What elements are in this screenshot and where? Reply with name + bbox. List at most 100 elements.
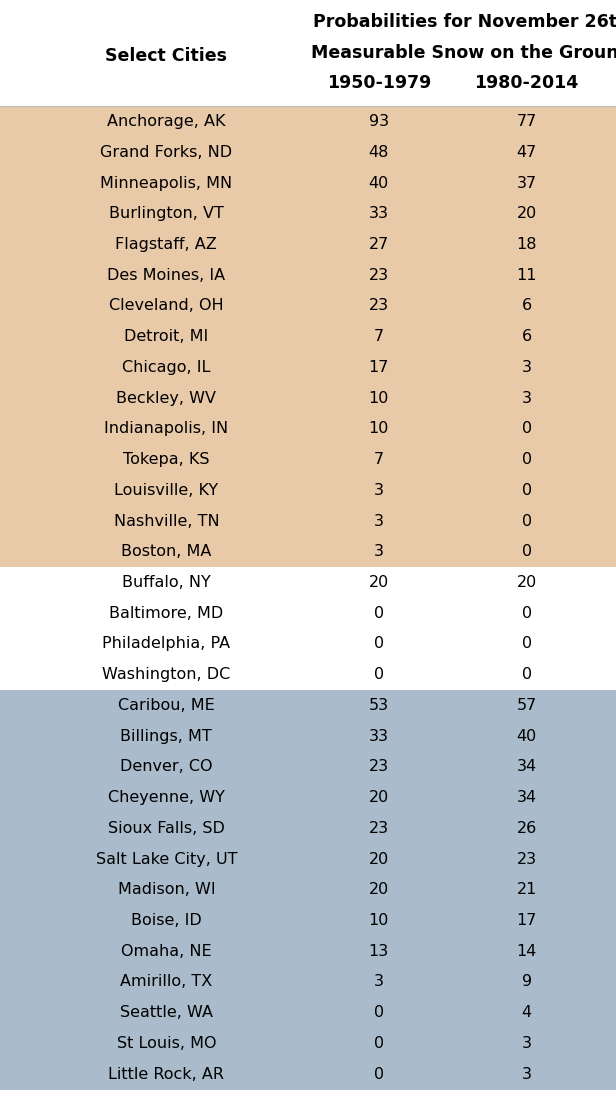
Text: Buffalo, NY: Buffalo, NY [122, 575, 211, 590]
Text: Burlington, VT: Burlington, VT [109, 206, 224, 221]
Text: 77: 77 [517, 114, 537, 129]
Text: 23: 23 [369, 299, 389, 313]
FancyBboxPatch shape [0, 659, 616, 690]
Text: 14: 14 [516, 944, 537, 959]
Text: Baltimore, MD: Baltimore, MD [109, 606, 224, 621]
FancyBboxPatch shape [0, 506, 616, 537]
Text: 3: 3 [374, 514, 384, 529]
Text: 20: 20 [517, 575, 537, 590]
Text: Des Moines, IA: Des Moines, IA [107, 267, 225, 283]
FancyBboxPatch shape [0, 598, 616, 629]
Text: Select Cities: Select Cities [105, 47, 227, 65]
Text: 23: 23 [369, 267, 389, 283]
FancyBboxPatch shape [0, 475, 616, 506]
FancyBboxPatch shape [0, 690, 616, 721]
Text: 34: 34 [517, 791, 537, 805]
FancyBboxPatch shape [0, 414, 616, 445]
Text: 6: 6 [522, 330, 532, 344]
Text: 93: 93 [369, 114, 389, 129]
Text: 34: 34 [517, 759, 537, 774]
Text: 40: 40 [369, 175, 389, 191]
FancyBboxPatch shape [0, 967, 616, 998]
FancyBboxPatch shape [0, 567, 616, 598]
Text: 57: 57 [517, 698, 537, 713]
Text: 10: 10 [368, 391, 389, 405]
Text: Cleveland, OH: Cleveland, OH [109, 299, 224, 313]
Text: 0: 0 [522, 636, 532, 652]
Text: 6: 6 [522, 299, 532, 313]
Text: Denver, CO: Denver, CO [120, 759, 213, 774]
FancyBboxPatch shape [0, 537, 616, 567]
Text: 10: 10 [368, 422, 389, 437]
Text: 26: 26 [517, 821, 537, 835]
Text: 3: 3 [374, 544, 384, 560]
Text: 0: 0 [522, 544, 532, 560]
Text: 3: 3 [522, 360, 532, 374]
Text: Minneapolis, MN: Minneapolis, MN [100, 175, 232, 191]
Text: 0: 0 [374, 1036, 384, 1051]
Text: Tokepa, KS: Tokepa, KS [123, 452, 209, 468]
Text: Billings, MT: Billings, MT [121, 728, 212, 744]
Text: Probabilities for November 26th: Probabilities for November 26th [313, 13, 616, 32]
Text: Caribou, ME: Caribou, ME [118, 698, 215, 713]
FancyBboxPatch shape [0, 198, 616, 229]
Text: 3: 3 [522, 391, 532, 405]
FancyBboxPatch shape [0, 782, 616, 812]
FancyBboxPatch shape [0, 629, 616, 659]
Text: 7: 7 [374, 452, 384, 468]
Text: 3: 3 [374, 975, 384, 990]
FancyBboxPatch shape [0, 936, 616, 967]
Text: 0: 0 [374, 667, 384, 682]
Text: 0: 0 [522, 606, 532, 621]
Text: 17: 17 [368, 360, 389, 374]
Text: 20: 20 [369, 791, 389, 805]
Text: Salt Lake City, UT: Salt Lake City, UT [95, 852, 237, 866]
Text: Cheyenne, WY: Cheyenne, WY [108, 791, 225, 805]
Text: 37: 37 [517, 175, 537, 191]
Text: 23: 23 [517, 852, 537, 866]
FancyBboxPatch shape [0, 168, 616, 198]
Text: 0: 0 [522, 514, 532, 529]
Text: 33: 33 [369, 206, 389, 221]
Text: 3: 3 [374, 483, 384, 498]
Text: 4: 4 [522, 1005, 532, 1021]
Text: 0: 0 [522, 452, 532, 468]
FancyBboxPatch shape [0, 290, 616, 321]
Text: 10: 10 [368, 913, 389, 929]
Text: Nashville, TN: Nashville, TN [113, 514, 219, 529]
Text: 3: 3 [522, 1036, 532, 1051]
Text: 0: 0 [374, 1005, 384, 1021]
Text: 0: 0 [522, 667, 532, 682]
FancyBboxPatch shape [0, 321, 616, 353]
FancyBboxPatch shape [0, 353, 616, 383]
Text: 1980-2014: 1980-2014 [474, 74, 579, 92]
FancyBboxPatch shape [0, 906, 616, 936]
Text: Philadelphia, PA: Philadelphia, PA [102, 636, 230, 652]
Text: 40: 40 [517, 728, 537, 744]
Text: 53: 53 [369, 698, 389, 713]
Text: Chicago, IL: Chicago, IL [122, 360, 211, 374]
FancyBboxPatch shape [0, 1059, 616, 1090]
Text: Indianapolis, IN: Indianapolis, IN [104, 422, 229, 437]
Text: Boston, MA: Boston, MA [121, 544, 211, 560]
Text: Measurable Snow on the Ground: Measurable Snow on the Ground [311, 44, 616, 61]
Text: 9: 9 [522, 975, 532, 990]
FancyBboxPatch shape [0, 229, 616, 260]
Text: 47: 47 [517, 145, 537, 160]
Text: 18: 18 [516, 237, 537, 252]
Text: 11: 11 [516, 267, 537, 283]
Text: 20: 20 [369, 852, 389, 866]
FancyBboxPatch shape [0, 875, 616, 906]
FancyBboxPatch shape [0, 812, 616, 843]
FancyBboxPatch shape [0, 445, 616, 475]
Text: 13: 13 [369, 944, 389, 959]
Text: 3: 3 [522, 1067, 532, 1082]
Text: Beckley, WV: Beckley, WV [116, 391, 216, 405]
Text: 20: 20 [369, 883, 389, 897]
Text: Little Rock, AR: Little Rock, AR [108, 1067, 224, 1082]
Text: 20: 20 [517, 206, 537, 221]
FancyBboxPatch shape [0, 843, 616, 875]
Text: 0: 0 [374, 606, 384, 621]
Text: Sioux Falls, SD: Sioux Falls, SD [108, 821, 225, 835]
Text: 17: 17 [516, 913, 537, 929]
